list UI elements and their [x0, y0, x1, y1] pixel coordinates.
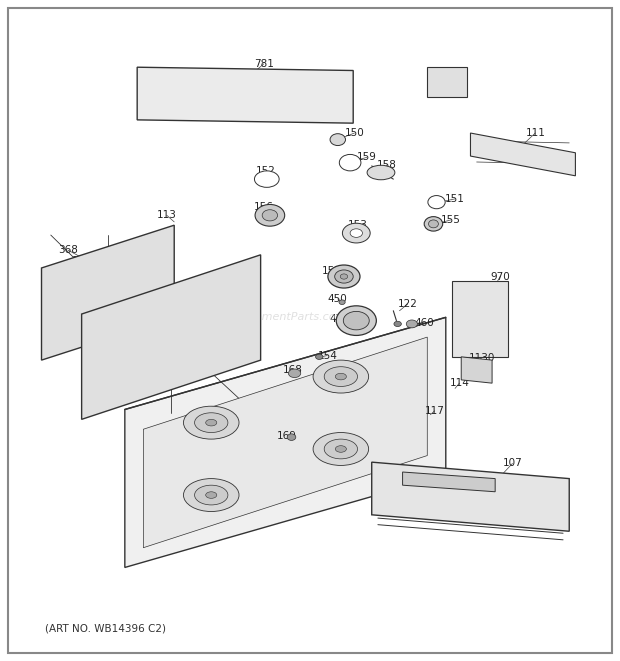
Ellipse shape: [340, 274, 348, 279]
Text: 114: 114: [450, 378, 469, 388]
Text: 169: 169: [277, 431, 296, 441]
Text: 470: 470: [330, 314, 350, 324]
Ellipse shape: [324, 367, 358, 387]
Ellipse shape: [394, 321, 401, 327]
Text: 115: 115: [72, 256, 92, 266]
Polygon shape: [143, 337, 427, 548]
Text: 157: 157: [322, 266, 342, 276]
Ellipse shape: [287, 434, 296, 440]
Ellipse shape: [184, 407, 239, 439]
Ellipse shape: [350, 229, 363, 237]
Text: 117: 117: [425, 406, 445, 416]
Ellipse shape: [262, 210, 278, 221]
Ellipse shape: [424, 217, 443, 231]
Text: 970: 970: [490, 272, 510, 282]
Ellipse shape: [339, 155, 361, 171]
Polygon shape: [452, 281, 508, 357]
Ellipse shape: [406, 320, 417, 328]
Ellipse shape: [428, 196, 445, 209]
Ellipse shape: [342, 223, 370, 243]
Ellipse shape: [316, 354, 323, 360]
Text: 450: 450: [328, 294, 348, 304]
Ellipse shape: [339, 300, 345, 305]
Ellipse shape: [328, 265, 360, 288]
Text: 154: 154: [317, 350, 337, 360]
Text: 168: 168: [283, 365, 303, 375]
Polygon shape: [471, 133, 575, 176]
Text: 110: 110: [436, 81, 456, 91]
Text: 113: 113: [157, 210, 177, 220]
Ellipse shape: [324, 439, 358, 459]
Ellipse shape: [255, 204, 285, 226]
Text: 368: 368: [177, 320, 197, 330]
Polygon shape: [42, 225, 174, 360]
Text: 121: 121: [223, 346, 243, 356]
FancyBboxPatch shape: [427, 67, 467, 97]
Polygon shape: [402, 472, 495, 492]
Ellipse shape: [367, 165, 395, 180]
Ellipse shape: [206, 492, 217, 498]
Ellipse shape: [313, 360, 369, 393]
Text: 368: 368: [58, 245, 78, 255]
Ellipse shape: [288, 369, 301, 377]
Ellipse shape: [428, 220, 438, 228]
Ellipse shape: [254, 171, 279, 187]
Ellipse shape: [335, 373, 347, 380]
Text: 111: 111: [525, 128, 545, 138]
Ellipse shape: [330, 134, 345, 145]
Text: 156: 156: [254, 202, 273, 212]
Text: 152: 152: [255, 166, 275, 176]
Text: (ART NO. WB14396 C2): (ART NO. WB14396 C2): [45, 623, 166, 633]
Text: 460: 460: [414, 317, 434, 328]
Text: 151: 151: [445, 194, 465, 204]
Ellipse shape: [335, 270, 353, 283]
Text: 113: 113: [157, 315, 177, 326]
Ellipse shape: [184, 479, 239, 512]
Text: 155: 155: [441, 215, 461, 225]
Ellipse shape: [343, 311, 370, 330]
Ellipse shape: [206, 419, 217, 426]
Ellipse shape: [195, 485, 228, 505]
Text: 781: 781: [254, 59, 273, 69]
Text: 158: 158: [377, 159, 397, 170]
Text: 1130: 1130: [468, 353, 495, 363]
Ellipse shape: [335, 446, 347, 452]
Text: 153: 153: [348, 220, 368, 230]
Text: 108: 108: [453, 491, 473, 502]
Polygon shape: [125, 317, 446, 567]
Text: 122: 122: [397, 299, 417, 309]
Polygon shape: [82, 254, 260, 419]
Text: eReplacementParts.com: eReplacementParts.com: [211, 313, 347, 323]
Ellipse shape: [195, 412, 228, 432]
Polygon shape: [137, 67, 353, 123]
Ellipse shape: [313, 432, 369, 465]
Text: 150: 150: [345, 128, 365, 138]
Polygon shape: [372, 462, 569, 531]
Text: 159: 159: [357, 153, 377, 163]
Text: 107: 107: [503, 459, 522, 469]
Polygon shape: [461, 357, 492, 383]
Ellipse shape: [336, 306, 376, 335]
